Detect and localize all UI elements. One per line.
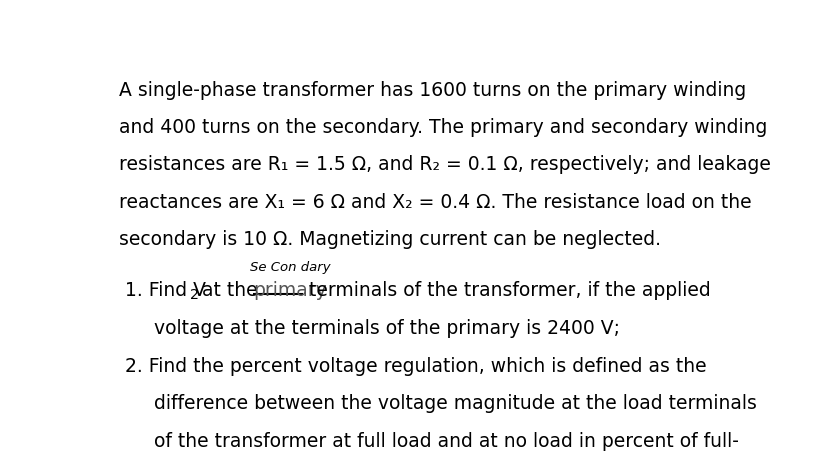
Text: terminals of the transformer, if the applied: terminals of the transformer, if the app… <box>303 281 711 300</box>
Text: 2: 2 <box>190 288 199 302</box>
Text: 1. Find V: 1. Find V <box>125 281 206 300</box>
Text: Se Con dary: Se Con dary <box>250 261 330 274</box>
Text: of the transformer at full load and at no load in percent of full-: of the transformer at full load and at n… <box>154 432 739 450</box>
Text: voltage at the terminals of the primary is 2400 V;: voltage at the terminals of the primary … <box>154 319 620 338</box>
Text: at the: at the <box>196 281 264 300</box>
Text: secondary is 10 Ω. Magnetizing current can be neglected.: secondary is 10 Ω. Magnetizing current c… <box>119 230 661 249</box>
Text: 2. Find the percent voltage regulation, which is defined as the: 2. Find the percent voltage regulation, … <box>125 357 707 376</box>
Text: difference between the voltage magnitude at the load terminals: difference between the voltage magnitude… <box>154 394 757 413</box>
Text: resistances are R₁ = 1.5 Ω, and R₂ = 0.1 Ω, respectively; and leakage: resistances are R₁ = 1.5 Ω, and R₂ = 0.1… <box>119 156 770 175</box>
Text: primary: primary <box>253 281 327 300</box>
Text: reactances are X₁ = 6 Ω and X₂ = 0.4 Ω. The resistance load on the: reactances are X₁ = 6 Ω and X₂ = 0.4 Ω. … <box>119 193 751 212</box>
Text: and 400 turns on the secondary. The primary and secondary winding: and 400 turns on the secondary. The prim… <box>119 118 767 137</box>
Text: A single-phase transformer has 1600 turns on the primary winding: A single-phase transformer has 1600 turn… <box>119 81 747 100</box>
